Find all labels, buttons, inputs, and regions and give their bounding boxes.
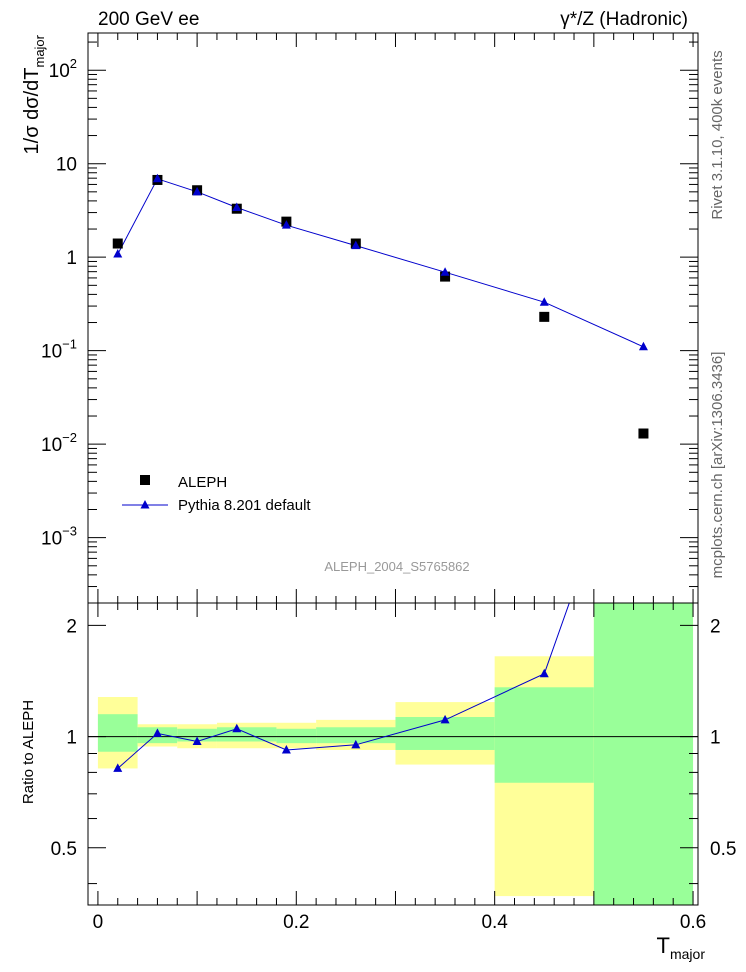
mc-point-main	[440, 267, 450, 276]
mc-point-main	[232, 202, 242, 211]
analysis-watermark: ALEPH_2004_S5765862	[324, 559, 469, 574]
x-tick-label: 0.2	[283, 912, 309, 933]
data-point-aleph	[638, 428, 649, 439]
y-tick-label-main: 1	[66, 248, 77, 269]
uncertainty-band-inner	[276, 728, 317, 744]
mc-point-main	[638, 341, 648, 351]
header-energy-label: 200 GeV ee	[98, 9, 199, 30]
main-frame	[87, 32, 699, 604]
mc-point-ratio	[192, 736, 202, 745]
y-tick-label-main: 10−3	[41, 524, 77, 550]
mc-point-ratio	[152, 728, 162, 737]
legend-marker-mc	[140, 500, 150, 509]
mc-point-ratio	[440, 714, 450, 724]
ratio-y-axis-title: Ratio to ALEPH	[20, 700, 37, 804]
data-point-aleph	[539, 311, 550, 322]
data-point-aleph	[440, 271, 451, 282]
uncertainty-band-inner	[494, 687, 594, 783]
mcplots-label: mcplots.cern.ch [arXiv:1306.3436]	[709, 352, 726, 579]
x-tick-label: 0.4	[481, 912, 508, 933]
mc-point-main	[539, 297, 549, 306]
y-tick-label-ratio-right: 2	[710, 616, 721, 637]
legend-marker-aleph	[140, 475, 150, 485]
header-process-label: γ*/Z (Hadronic)	[560, 9, 688, 30]
y-tick-label-main: 102	[49, 56, 77, 82]
y-tick-label-main: 10−1	[41, 337, 77, 363]
mc-point-main	[152, 173, 162, 183]
main-panel: 102 10 1 10−1 10−2 10−3 1/σ dσ/dTmajor ALEPH_…	[21, 32, 699, 604]
mc-point-ratio	[232, 723, 242, 733]
y-tick-label-ratio-right: 0.5	[710, 839, 736, 860]
y-tick-label-main: 10	[56, 155, 77, 176]
ratio-panel: 0.5 0.5 1 1 2 2 0 0.2 0.4 0.6 Ratio to ALEPH Tma…	[20, 388, 736, 962]
uncertainty-band-inner	[216, 727, 277, 742]
main-y-axis-title: 1/σ dσ/dTmajor	[21, 34, 47, 154]
mc-point-main	[281, 220, 291, 229]
uncertainty-band-inner	[593, 603, 694, 905]
y-tick-label-main: 10−2	[41, 430, 77, 456]
mc-point-ratio	[351, 739, 361, 749]
mc-point-main	[113, 249, 123, 258]
main-y-axis-title-text: 1/σ dσ/dT	[21, 68, 43, 155]
legend-label-mc: Pythia 8.201 default	[178, 497, 311, 514]
mc-point-ratio	[113, 763, 123, 772]
data-point-aleph	[112, 238, 123, 249]
mc-point-ratio	[281, 744, 291, 754]
rivet-version-label: Rivet 3.1.10, 400k events	[709, 50, 726, 219]
mc-point-main	[351, 240, 361, 250]
x-tick-label: 0	[93, 912, 104, 933]
y-tick-label-ratio-left: 0.5	[51, 839, 77, 860]
x-tick-label: 0.6	[680, 912, 706, 933]
mc-point-main	[192, 186, 202, 196]
mc-point-ratio	[639, 388, 648, 397]
y-tick-label-ratio-left: 2	[66, 616, 77, 637]
legend: ALEPH Pythia 8.201 default	[122, 474, 311, 514]
x-axis-title: Tmajor	[657, 933, 706, 962]
y-tick-label-ratio-right: 1	[710, 728, 721, 749]
legend-label-aleph: ALEPH	[178, 474, 227, 491]
mc-point-ratio	[539, 668, 549, 678]
uncertainty-band-inner	[97, 714, 138, 752]
mc-line-main	[117, 178, 644, 348]
y-tick-label-ratio-left: 1	[66, 728, 77, 749]
